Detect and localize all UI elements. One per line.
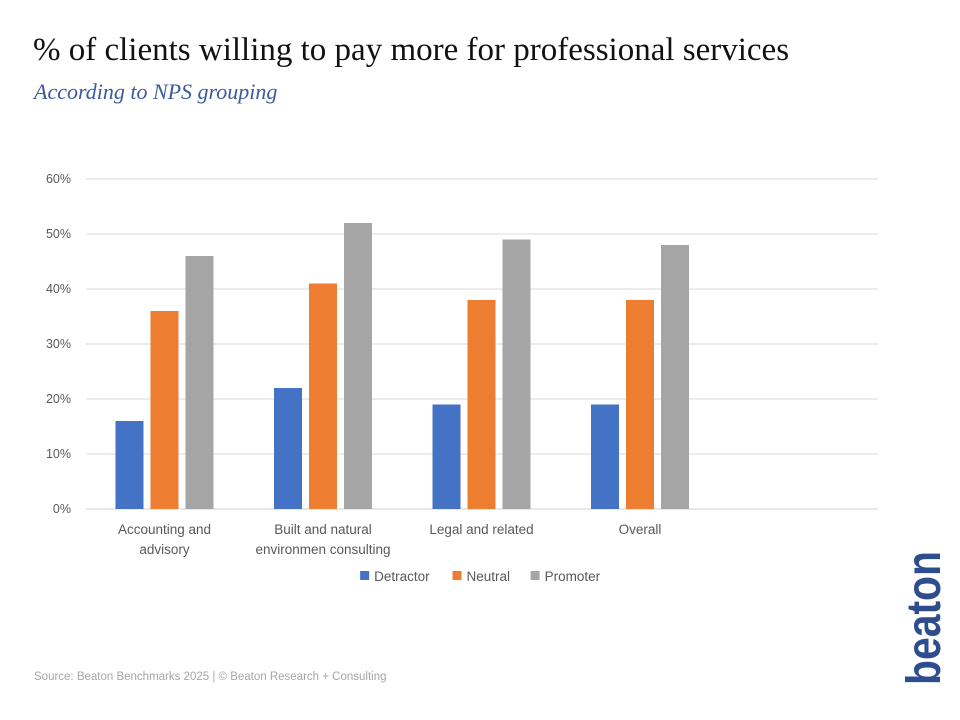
bar-neutral: [626, 300, 654, 509]
beaton-logo: beaton: [898, 551, 946, 685]
y-tick-label: 50%: [46, 227, 71, 241]
y-tick-label: 60%: [46, 172, 71, 186]
bar-promoter: [502, 239, 531, 509]
y-tick-label: 0%: [53, 502, 71, 516]
y-tick-label: 30%: [46, 337, 71, 351]
bar-promoter: [661, 245, 689, 509]
x-category-label: Accounting and: [118, 522, 211, 537]
bar-neutral: [309, 283, 337, 509]
bar-detractor: [274, 388, 302, 509]
y-tick-label: 20%: [46, 392, 71, 406]
legend-label-promoter: Promoter: [545, 569, 601, 584]
y-tick-label: 40%: [46, 282, 71, 296]
legend-swatch-detractor: [360, 571, 370, 580]
bar-neutral: [467, 300, 496, 509]
x-category-label: Overall: [619, 522, 662, 537]
chart-title: % of clients willing to pay more for pro…: [33, 32, 790, 68]
bar-promoter: [185, 256, 214, 509]
bar-detractor: [115, 421, 144, 509]
legend-swatch-neutral: [452, 571, 462, 580]
legend-swatch-promoter: [530, 571, 540, 580]
chart-subtitle: According to NPS grouping: [34, 79, 278, 104]
bar-chart: 0% 10% 20% 30% 40% 50% 60% Accounting and adviso…: [46, 172, 878, 584]
beaton-logo-text: beaton: [898, 551, 946, 685]
x-category-label: Legal and related: [429, 522, 533, 537]
x-category-label: Built and natural: [274, 522, 372, 537]
legend-label-detractor: Detractor: [374, 569, 430, 584]
legend-label-neutral: Neutral: [467, 569, 511, 584]
y-tick-label: 10%: [46, 447, 71, 461]
bar-detractor: [591, 404, 619, 509]
bar-neutral: [150, 311, 179, 509]
bar-detractor: [432, 404, 461, 509]
x-category-label: environmen consulting: [255, 542, 390, 557]
bar-promoter: [344, 223, 372, 509]
x-category-label: advisory: [139, 542, 190, 557]
source-note: Source: Beaton Benchmarks 2025 | © Beato…: [34, 671, 387, 683]
